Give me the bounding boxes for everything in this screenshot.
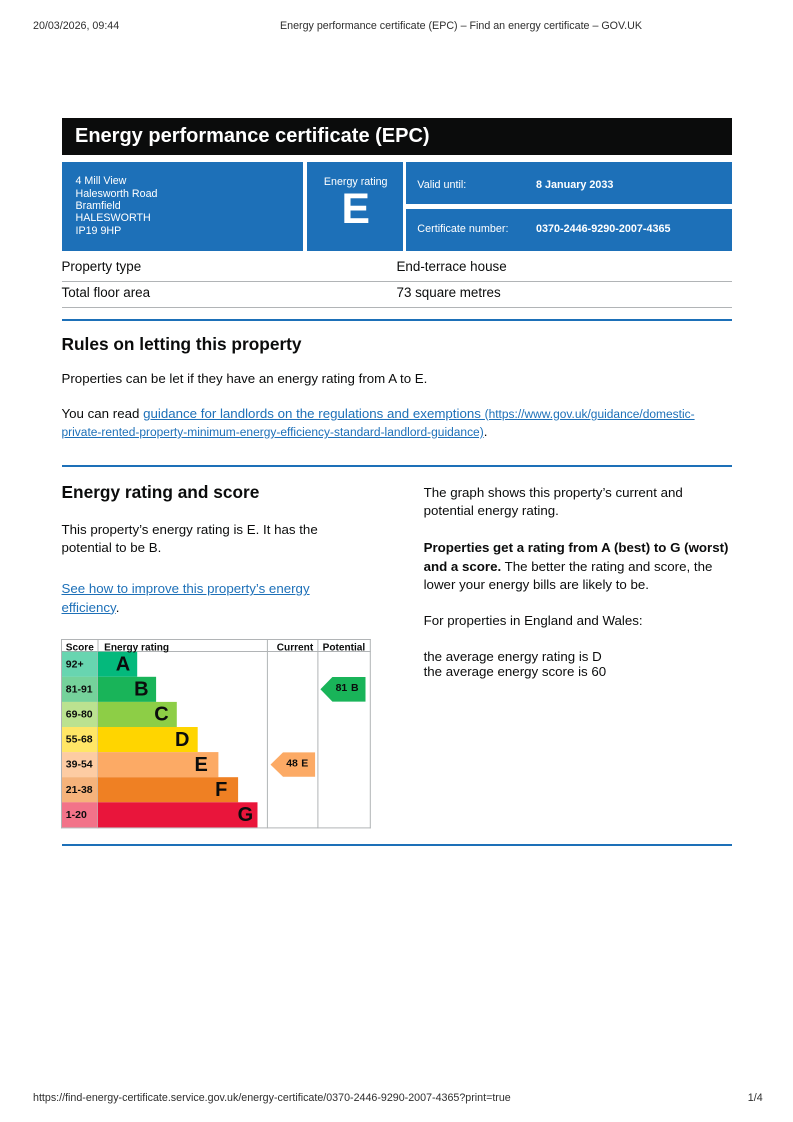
svg-text:55-68: 55-68 <box>66 735 93 746</box>
svg-text:Energy rating: Energy rating <box>104 643 169 654</box>
svg-text:81-91: 81-91 <box>66 685 93 696</box>
svg-text:1-20: 1-20 <box>66 810 87 821</box>
svg-text:48: 48 <box>286 759 298 770</box>
svg-text:Current: Current <box>277 643 314 654</box>
svg-text:E: E <box>195 754 208 776</box>
svg-text:92+: 92+ <box>66 660 84 671</box>
svg-text:G: G <box>238 804 254 826</box>
svg-text:Score: Score <box>66 643 94 654</box>
svg-text:A: A <box>116 654 130 676</box>
svg-text:Potential: Potential <box>323 643 366 654</box>
svg-text:39-54: 39-54 <box>66 760 93 771</box>
svg-text:69-80: 69-80 <box>66 710 93 721</box>
svg-text:B: B <box>134 679 148 701</box>
svg-text:81: 81 <box>336 683 348 694</box>
svg-text:F: F <box>215 779 227 801</box>
svg-text:E: E <box>301 759 308 770</box>
svg-text:21-38: 21-38 <box>66 785 93 796</box>
svg-text:C: C <box>154 704 168 726</box>
svg-text:B: B <box>351 683 359 694</box>
svg-text:D: D <box>175 729 189 751</box>
